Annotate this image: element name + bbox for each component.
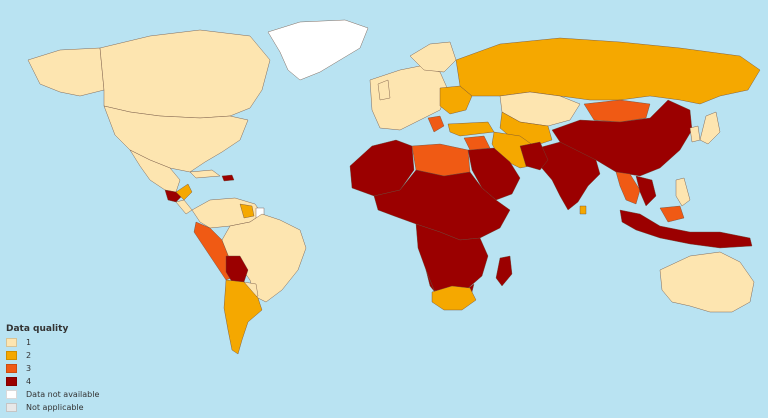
region-japan[interactable] [699, 111, 721, 145]
region-afghanistan-pakistan[interactable] [519, 141, 549, 171]
region-sri-lanka[interactable] [579, 205, 587, 215]
region-india[interactable] [537, 141, 601, 211]
region-canada[interactable] [99, 29, 271, 119]
legend-swatch-3 [6, 364, 17, 373]
legend-label: Data not available [26, 390, 100, 399]
region-indonesia[interactable] [619, 209, 753, 249]
legend-item-not-available: Data not available [6, 388, 99, 401]
region-sahel[interactable] [373, 169, 511, 241]
legend-label: Not applicable [26, 403, 84, 412]
region-caribbean-1[interactable] [189, 169, 221, 179]
region-central-africa[interactable] [415, 223, 489, 297]
legend-swatch-4 [6, 377, 17, 386]
region-argentina[interactable] [223, 279, 263, 355]
region-balkans[interactable] [427, 115, 445, 133]
legend-swatch-not-available [6, 390, 17, 399]
region-south-africa[interactable] [431, 285, 477, 311]
region-north-africa-west[interactable] [349, 139, 415, 197]
legend-item-4: 4 [6, 375, 99, 388]
region-central-america-1[interactable] [175, 199, 193, 215]
region-malaysia[interactable] [659, 205, 685, 223]
region-turkey[interactable] [447, 121, 495, 137]
legend-swatch-not-applicable [6, 403, 17, 412]
region-russia[interactable] [455, 37, 761, 105]
legend-label: 2 [26, 351, 32, 360]
legend-swatch-1 [6, 338, 17, 347]
region-central-america-2[interactable] [175, 183, 193, 201]
legend-label: 3 [26, 364, 32, 373]
region-guyana[interactable] [239, 203, 255, 219]
region-korea[interactable] [689, 125, 701, 143]
region-australia[interactable] [659, 251, 755, 313]
region-madagascar[interactable] [495, 255, 513, 287]
region-alaska[interactable] [27, 47, 105, 97]
legend-label: 4 [26, 377, 32, 386]
region-haiti[interactable] [221, 174, 235, 182]
region-greenland[interactable] [267, 19, 369, 81]
legend-item-1: 1 [6, 336, 99, 349]
region-myanmar-thailand[interactable] [615, 171, 641, 205]
legend-item-2: 2 [6, 349, 99, 362]
region-uk[interactable] [377, 79, 391, 101]
region-vietnam-laos[interactable] [635, 175, 657, 207]
region-levant[interactable] [463, 135, 491, 151]
region-philippines[interactable] [675, 177, 691, 207]
legend-swatch-2 [6, 351, 17, 360]
legend-title: Data quality [6, 324, 69, 334]
region-central-america-4[interactable] [164, 189, 183, 203]
legend-item-not-applicable: Not applicable [6, 401, 99, 414]
legend: Data quality 1 2 3 4 Data not available … [6, 324, 99, 414]
legend-item-3: 3 [6, 362, 99, 375]
region-western-europe[interactable] [369, 65, 449, 131]
region-arabian-peninsula[interactable] [467, 147, 521, 201]
region-mongolia[interactable] [583, 99, 651, 123]
legend-label: 1 [26, 338, 32, 347]
